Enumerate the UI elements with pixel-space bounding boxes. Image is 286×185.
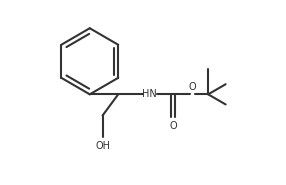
Text: O: O xyxy=(189,82,196,92)
Text: O: O xyxy=(170,121,177,131)
Text: HN: HN xyxy=(142,89,157,99)
Text: OH: OH xyxy=(95,141,110,151)
